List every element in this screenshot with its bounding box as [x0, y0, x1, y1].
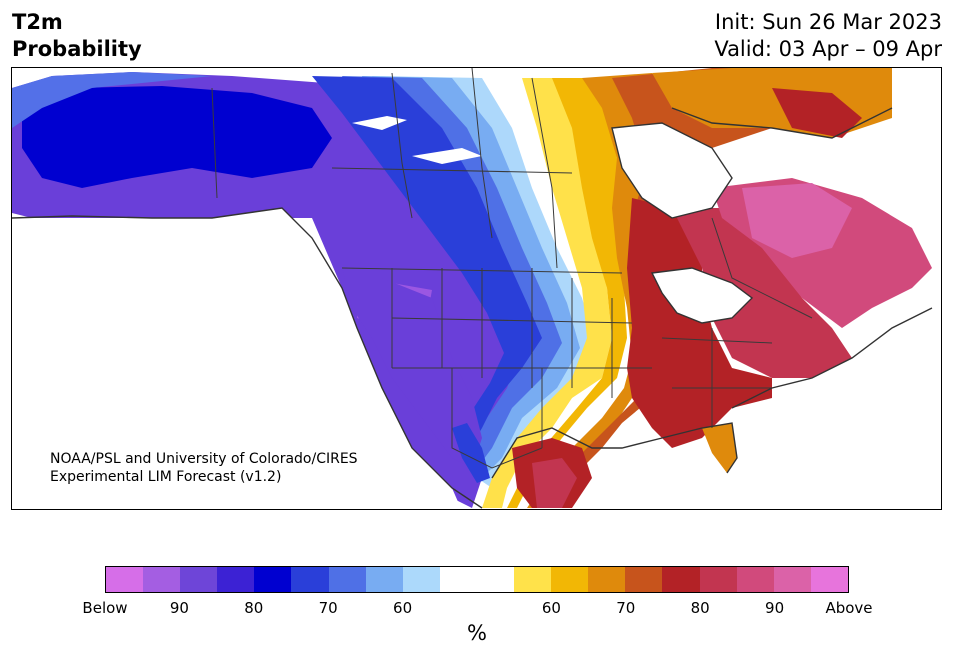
init-date: Init: Sun 26 Mar 2023 [714, 10, 942, 34]
colorbar-cell [699, 567, 737, 592]
variable-label: T2m [12, 10, 63, 34]
colorbar-cell [402, 567, 440, 592]
slave-lake [352, 116, 407, 130]
gold-band [507, 78, 627, 508]
colorbar-cell [736, 567, 774, 592]
colorbar-cell [514, 567, 552, 592]
colorbar-cell [365, 567, 403, 592]
colorbar [105, 566, 849, 593]
colorbar-tick-label: Above [825, 599, 873, 617]
colorbar-unit: % [467, 621, 487, 645]
colorbar-tick-label: 80 [690, 599, 710, 617]
credit-text: NOAA/PSL and University of Colorado/CIRE… [50, 450, 358, 486]
colorbar-cell [810, 567, 848, 592]
florida [702, 423, 737, 473]
valid-date: Valid: 03 Apr – 09 Apr [714, 37, 942, 61]
colorbar-cell [625, 567, 663, 592]
colorbar-cell [476, 567, 515, 592]
colorbar-tick-label: 70 [616, 599, 636, 617]
colorbar-tick-label: 90 [169, 599, 189, 617]
date-info: Init: Sun 26 Mar 2023 Valid: 03 Apr – 09… [714, 9, 942, 63]
colorbar-tick-label: 90 [765, 599, 785, 617]
yellow-band [482, 78, 612, 508]
atlantic [752, 309, 941, 509]
colorbar-cell [254, 567, 292, 592]
colorbar-cell [551, 567, 589, 592]
colorbar-tick-label: 70 [318, 599, 338, 617]
colorbar-cell [106, 567, 144, 592]
colorbar-tick-label: Below [82, 599, 128, 617]
subtitle-label: Probability [12, 37, 142, 61]
colorbar-cell [143, 567, 181, 592]
bear-lake [412, 148, 482, 164]
pink-band [742, 183, 852, 258]
map-svg: NOAA/PSL and University of Colorado/CIRE… [12, 68, 941, 509]
colorbar-cell [291, 567, 329, 592]
colorbar-tick-label: 80 [244, 599, 264, 617]
credit-line-2: Experimental LIM Forecast (v1.2) [50, 469, 282, 485]
colorbar-cell [773, 567, 811, 592]
hudson-bay [612, 123, 732, 218]
colorbar-cell [328, 567, 366, 592]
colorbar-tick-label: 60 [541, 599, 561, 617]
colorbar-tick-label: 60 [393, 599, 413, 617]
texas-crimson [532, 458, 577, 508]
colorbar-cell [588, 567, 626, 592]
red-band [627, 198, 772, 448]
border-lines [211, 68, 813, 469]
colorbar-cell [217, 567, 255, 592]
colorbar-cell [439, 567, 477, 592]
forecast-map: NOAA/PSL and University of Colorado/CIRE… [11, 67, 942, 510]
coastlines [12, 107, 933, 509]
baja-blue [452, 423, 490, 483]
alaska-outer [12, 72, 212, 128]
credit-line-1: NOAA/PSL and University of Colorado/CIRE… [50, 451, 358, 467]
colorbar-cell [662, 567, 700, 592]
greenland-red [772, 88, 862, 138]
colorbar-cell [180, 567, 218, 592]
pacific [12, 218, 462, 509]
map-title: T2m Probability [12, 9, 142, 63]
alaska-blue [22, 86, 332, 188]
blue-band-deep [312, 76, 542, 453]
